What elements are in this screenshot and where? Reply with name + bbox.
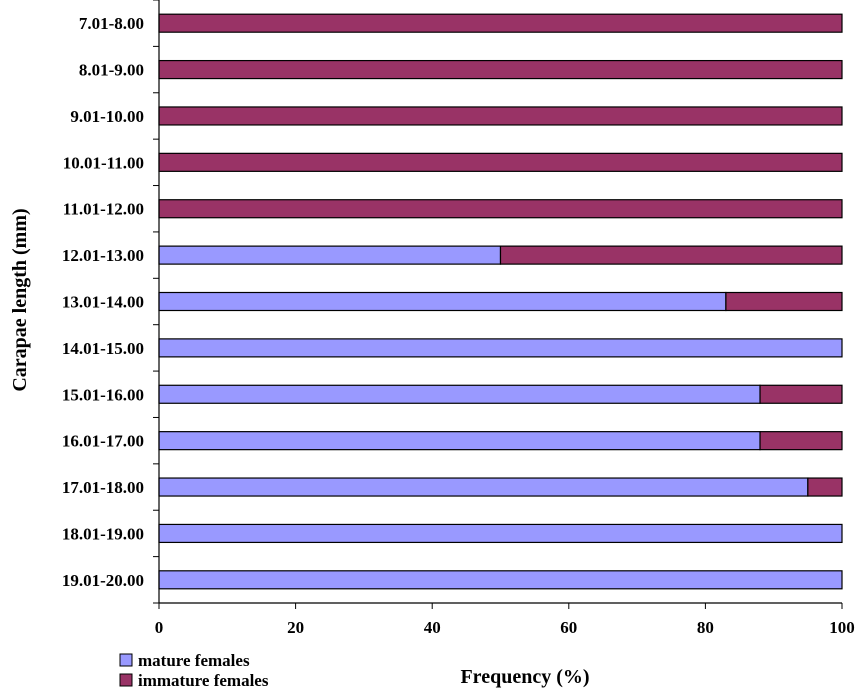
y-axis-title: Carapae length (mm) bbox=[9, 208, 31, 391]
legend-label-mature: mature females bbox=[138, 651, 250, 670]
x-tick-label: 20 bbox=[287, 618, 304, 637]
x-tick-label: 60 bbox=[560, 618, 577, 637]
bar-immature-8.01-9.00 bbox=[158, 59, 843, 80]
x-tick-labels: 0 20 40 60 80 100 bbox=[155, 618, 855, 637]
x-tick-label: 100 bbox=[829, 618, 855, 637]
bar-immature-11.01-12.00 bbox=[158, 199, 843, 219]
y-tick-label: 7.01-8.00 bbox=[79, 14, 144, 33]
bar-mature-16.01-17.00 bbox=[158, 431, 761, 451]
bar-mature-12.01-13.00 bbox=[158, 245, 502, 265]
bar-mature-13.01-14.00 bbox=[158, 291, 727, 312]
y-tick-label: 9.01-10.00 bbox=[70, 107, 144, 126]
legend-swatch-mature bbox=[119, 653, 133, 667]
legend-label-immature: immature females bbox=[138, 671, 269, 690]
y-tick-label: 14.01-15.00 bbox=[62, 339, 144, 358]
bar-immature-7.01-8.00 bbox=[158, 13, 843, 33]
y-tick-label: 8.01-9.00 bbox=[79, 61, 144, 80]
bar-immature-10.01-11.00 bbox=[158, 152, 843, 172]
bar-mature-15.01-16.00 bbox=[158, 384, 761, 404]
y-tick-labels: 7.01-8.00 8.01-9.00 9.01-10.00 10.01-11.00 1… bbox=[62, 14, 144, 590]
bar-immature-15.01-16.00 bbox=[759, 384, 843, 404]
x-tick-label: 0 bbox=[155, 618, 164, 637]
axes-layer bbox=[153, 0, 843, 609]
y-tick-label: 17.01-18.00 bbox=[62, 478, 144, 497]
bar-immature-17.01-18.00 bbox=[807, 477, 843, 497]
y-tick-label: 11.01-12.00 bbox=[63, 200, 144, 219]
bar-mature-18.01-19.00 bbox=[158, 523, 843, 544]
y-tick-label: 12.01-13.00 bbox=[62, 246, 144, 265]
y-tick-label: 10.01-11.00 bbox=[63, 153, 144, 172]
bar-immature-13.01-14.00 bbox=[725, 291, 843, 312]
y-tick-label: 16.01-17.00 bbox=[62, 432, 144, 451]
legend: mature females immature females bbox=[119, 651, 269, 690]
bar-mature-19.01-20.00 bbox=[158, 570, 843, 590]
y-tick-label: 13.01-14.00 bbox=[62, 293, 144, 312]
legend-swatch-immature bbox=[119, 673, 133, 687]
x-axis-title: Frequency (%) bbox=[460, 666, 589, 688]
bar-immature-16.01-17.00 bbox=[759, 431, 843, 451]
bar-immature-9.01-10.00 bbox=[158, 106, 843, 126]
bars-layer bbox=[158, 13, 843, 590]
bar-immature-12.01-13.00 bbox=[499, 245, 843, 265]
bar-mature-17.01-18.00 bbox=[158, 477, 809, 497]
y-tick-label: 19.01-20.00 bbox=[62, 571, 144, 590]
y-tick-label: 18.01-19.00 bbox=[62, 524, 144, 543]
x-tick-label: 40 bbox=[424, 618, 441, 637]
bar-mature-14.01-15.00 bbox=[158, 338, 843, 358]
y-tick-label: 15.01-16.00 bbox=[62, 385, 144, 404]
x-tick-label: 80 bbox=[697, 618, 714, 637]
